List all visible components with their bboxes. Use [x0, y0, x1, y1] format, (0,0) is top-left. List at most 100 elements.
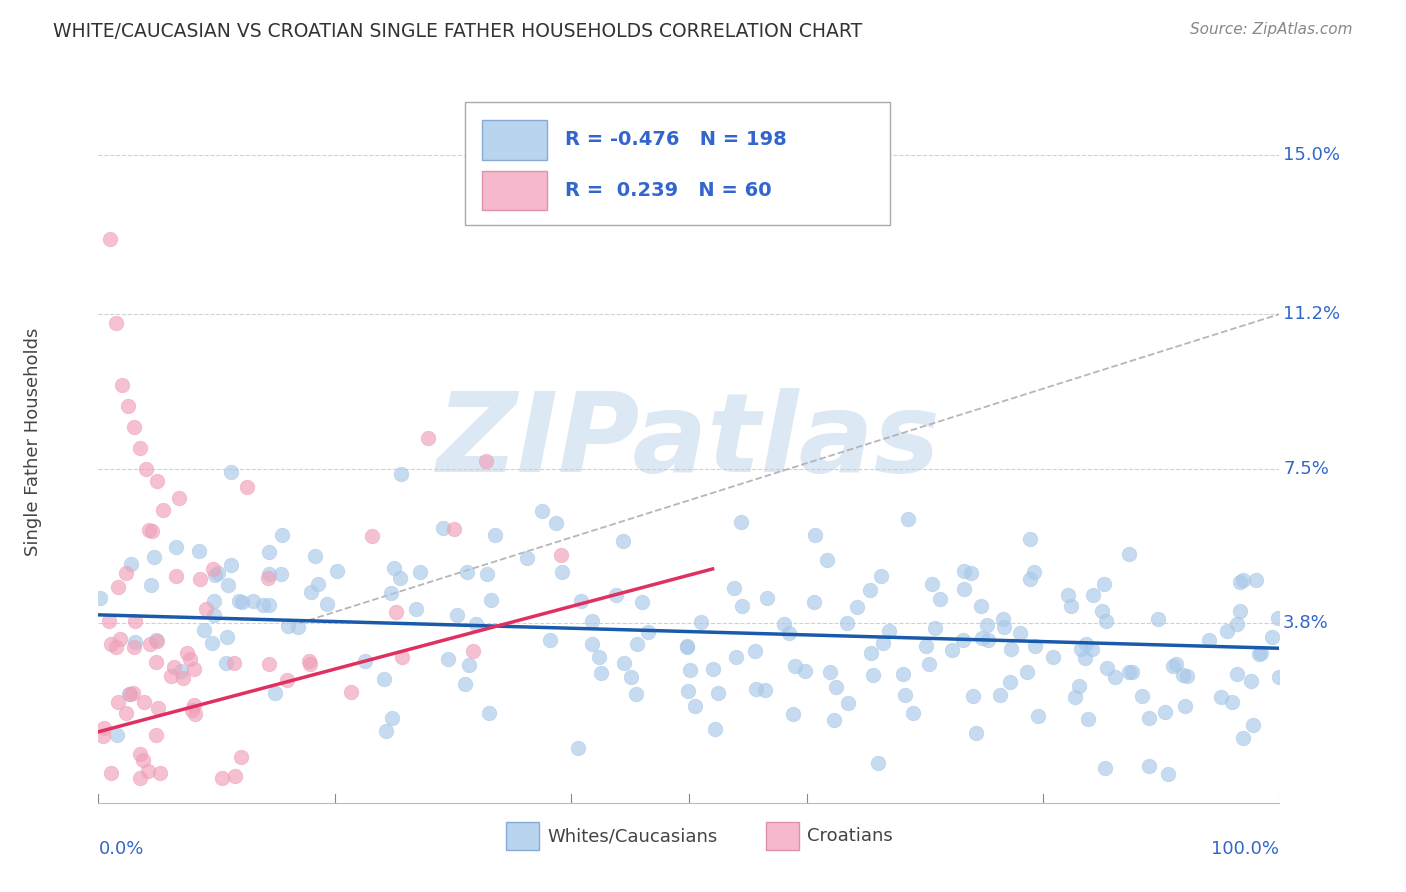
Text: 15.0%: 15.0% — [1284, 146, 1340, 164]
Point — [204, 567, 226, 582]
Point — [804, 528, 827, 542]
Point — [183, 662, 205, 676]
Point — [835, 616, 858, 631]
Point — [894, 688, 917, 702]
Point — [167, 491, 190, 505]
Point — [550, 548, 572, 562]
Point — [745, 681, 768, 696]
Point — [375, 724, 398, 739]
Text: R = -0.476   N = 198: R = -0.476 N = 198 — [565, 130, 787, 149]
Point — [991, 612, 1014, 626]
Text: Whites/Caucasians: Whites/Caucasians — [547, 827, 717, 845]
Point — [921, 577, 943, 591]
Point — [132, 695, 155, 709]
Point — [917, 657, 939, 671]
Point — [105, 316, 128, 330]
Point — [1118, 548, 1140, 562]
Point — [124, 635, 146, 649]
Point — [98, 614, 121, 628]
Point — [1074, 651, 1097, 665]
Point — [98, 232, 121, 246]
Point — [1157, 766, 1180, 780]
Point — [461, 644, 484, 658]
Point — [612, 533, 634, 548]
Point — [538, 632, 561, 647]
Point — [1057, 589, 1080, 603]
Point — [141, 578, 163, 592]
Point — [620, 670, 643, 684]
Point — [299, 585, 322, 599]
Point — [1232, 731, 1254, 745]
Point — [222, 657, 245, 671]
Point — [1267, 611, 1289, 625]
Point — [891, 667, 914, 681]
Text: R =  0.239   N = 60: R = 0.239 N = 60 — [565, 181, 772, 200]
Point — [1067, 679, 1090, 693]
Point — [446, 607, 468, 622]
Point — [263, 685, 285, 699]
Point — [129, 747, 152, 761]
Point — [678, 683, 700, 698]
Point — [1077, 712, 1099, 726]
Point — [1226, 617, 1249, 632]
Point — [143, 549, 166, 564]
Point — [581, 637, 603, 651]
Point — [872, 636, 894, 650]
Point — [631, 595, 654, 609]
Point — [793, 665, 815, 679]
Point — [340, 685, 363, 699]
Point — [1024, 639, 1046, 653]
Point — [977, 632, 1000, 647]
Point — [443, 522, 465, 536]
Point — [257, 657, 280, 671]
Point — [785, 659, 807, 673]
Text: 11.2%: 11.2% — [1284, 305, 1340, 323]
Point — [215, 631, 238, 645]
Point — [1198, 633, 1220, 648]
Point — [104, 640, 127, 654]
Point — [146, 474, 169, 488]
Point — [1226, 666, 1249, 681]
Point — [1017, 665, 1039, 679]
Point — [484, 527, 506, 541]
Point — [176, 646, 198, 660]
Point — [408, 565, 430, 579]
Point — [136, 764, 159, 779]
Point — [1161, 658, 1184, 673]
Point — [132, 752, 155, 766]
Point — [172, 671, 194, 685]
Point — [159, 669, 181, 683]
Point — [353, 654, 375, 668]
Point — [165, 541, 187, 555]
Point — [117, 399, 139, 413]
Point — [432, 521, 454, 535]
Point — [202, 594, 225, 608]
Bar — [506, 822, 538, 850]
Text: ZIPatlas: ZIPatlas — [437, 388, 941, 495]
Point — [100, 765, 122, 780]
Point — [1081, 588, 1104, 602]
Point — [546, 516, 568, 531]
Point — [465, 617, 488, 632]
FancyBboxPatch shape — [464, 102, 890, 225]
Point — [707, 686, 730, 700]
Bar — [482, 120, 547, 160]
Point — [1010, 626, 1032, 640]
Text: 100.0%: 100.0% — [1212, 840, 1279, 858]
Point — [1177, 669, 1199, 683]
Point — [316, 597, 339, 611]
Point — [1216, 624, 1239, 639]
Point — [588, 650, 610, 665]
Point — [382, 561, 405, 575]
Point — [287, 620, 309, 634]
Point — [115, 706, 138, 720]
Point — [824, 713, 846, 727]
Point — [1104, 670, 1126, 684]
Point — [89, 591, 111, 605]
Point — [217, 577, 239, 591]
Point — [1164, 657, 1187, 671]
Text: 7.5%: 7.5% — [1284, 459, 1329, 478]
Point — [475, 567, 498, 582]
Point — [195, 601, 218, 615]
Point — [723, 581, 745, 595]
